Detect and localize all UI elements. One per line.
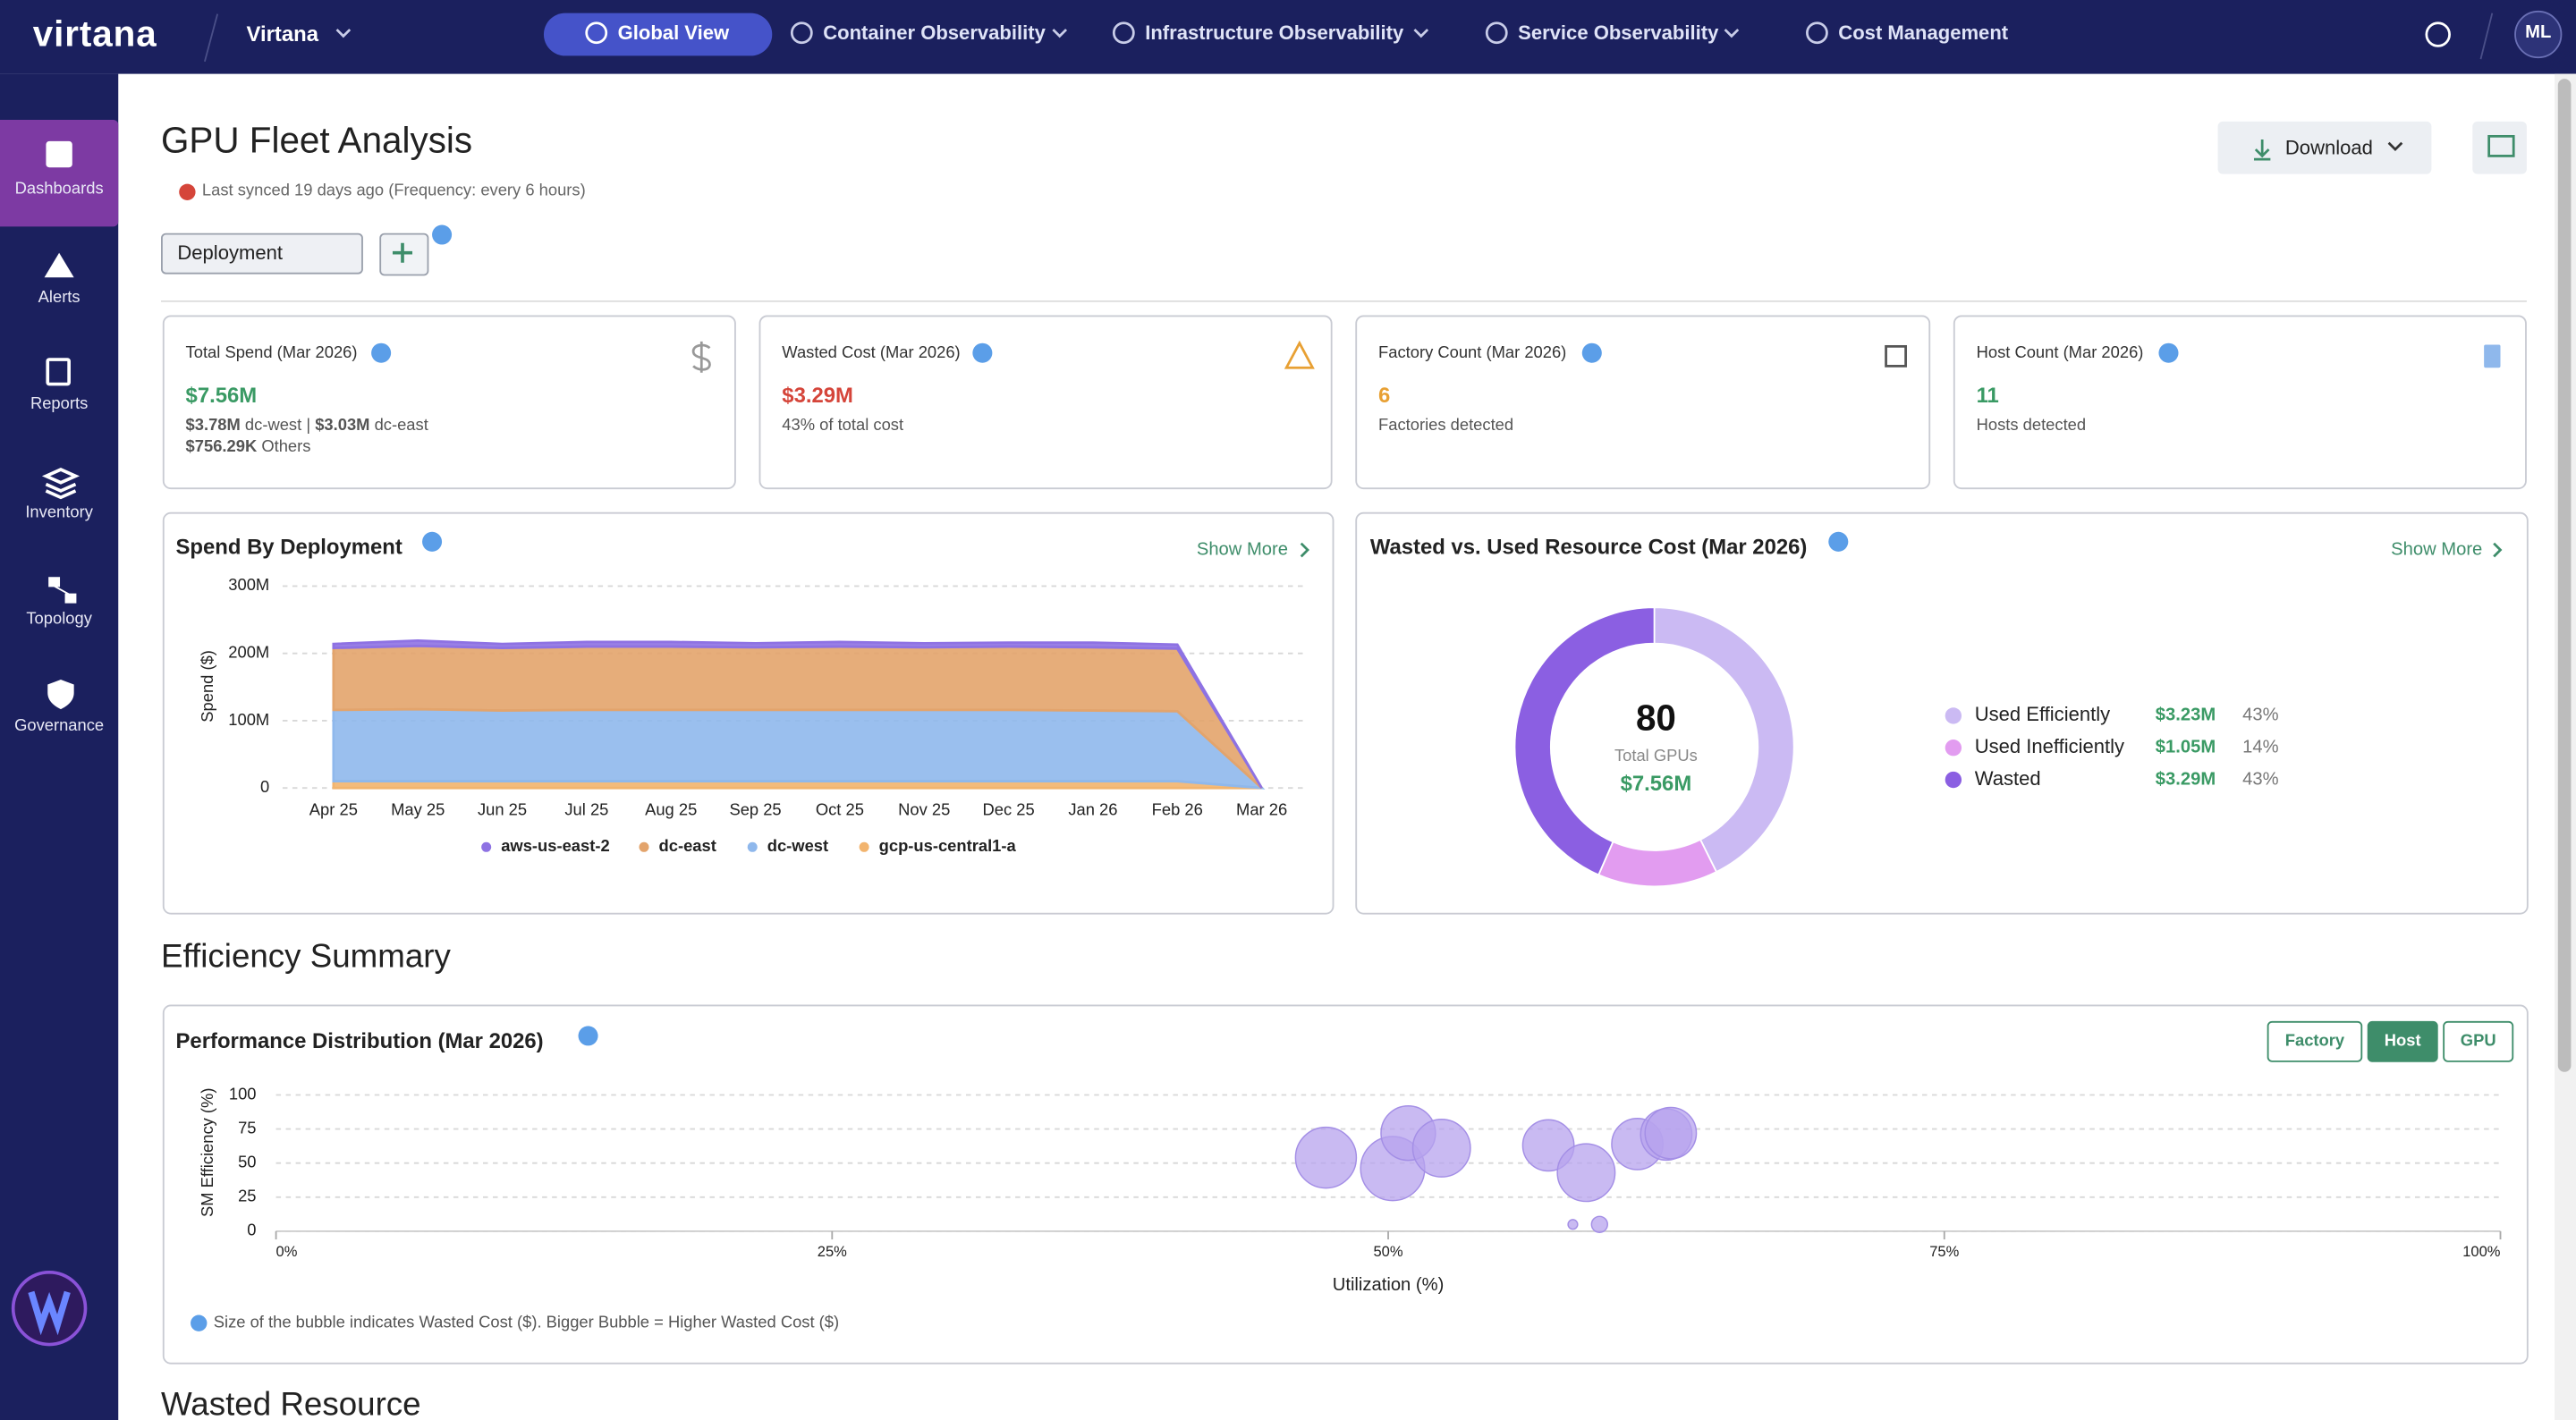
- x-axis-title: Utilization (%): [1333, 1275, 1445, 1295]
- info-icon: [579, 1026, 598, 1045]
- y-axis-title: Spend ($): [198, 650, 216, 723]
- info-icon: [422, 532, 442, 552]
- legend-swatch: [1945, 772, 1962, 788]
- x-tick-label: Oct 25: [816, 800, 864, 819]
- legend-label: Used Inefficiently: [1975, 735, 2124, 757]
- bubble-note: Size of the bubble indicates Wasted Cost…: [214, 1313, 839, 1331]
- donut-center-value: 80: [1636, 697, 1676, 739]
- bubble: [1568, 1220, 1578, 1230]
- dollar-icon: [693, 342, 709, 373]
- legend-swatch: [860, 842, 869, 852]
- x-tick-label: 0%: [276, 1243, 298, 1260]
- bubble: [1557, 1144, 1614, 1201]
- info-icon: [432, 225, 452, 245]
- legend-swatch: [481, 842, 491, 852]
- donut-slice: [1514, 607, 1654, 875]
- y-tick-label: 50: [238, 1153, 256, 1171]
- chart-title: Performance Distribution (Mar 2026): [176, 1029, 544, 1053]
- plus-icon: [393, 243, 412, 263]
- x-tick-label: 50%: [1374, 1243, 1403, 1260]
- y-tick-label: 100: [229, 1084, 257, 1103]
- legend-value: $3.23M: [2156, 706, 2216, 725]
- x-tick-label: Jul 25: [564, 800, 608, 819]
- legend-swatch: [1945, 740, 1962, 756]
- download-icon: [2254, 139, 2270, 159]
- bubble: [1645, 1108, 1696, 1159]
- donut-slice: [1598, 840, 1716, 886]
- legend-swatch: [639, 842, 648, 852]
- x-tick-label: 25%: [818, 1243, 847, 1260]
- y-tick-label: 25: [238, 1187, 256, 1205]
- legend-swatch: [1945, 707, 1962, 723]
- chevron: [2389, 143, 2402, 149]
- warning-dot: [179, 184, 195, 200]
- chart-title: Spend By Deployment: [176, 535, 402, 559]
- x-tick-label: Jun 25: [478, 800, 527, 819]
- panel-icon: [2489, 136, 2514, 156]
- legend-percent: 14%: [2242, 738, 2278, 757]
- legend-label: aws-us-east-2: [501, 836, 609, 855]
- x-tick-label: Dec 25: [982, 800, 1034, 819]
- donut-slice: [1655, 607, 1794, 872]
- info-icon: [1582, 343, 1602, 363]
- y-tick-label: 75: [238, 1118, 256, 1137]
- chip-icon: [1886, 346, 1906, 366]
- chart-title: Wasted vs. Used Resource Cost (Mar 2026): [1370, 535, 1808, 559]
- info-icon: [371, 343, 391, 363]
- x-tick-label: Aug 25: [645, 800, 697, 819]
- area: [334, 709, 1262, 788]
- legend-label: dc-west: [767, 836, 828, 855]
- y-tick-label: 0: [247, 1221, 256, 1239]
- legend-percent: 43%: [2242, 706, 2278, 725]
- x-tick-label: Apr 25: [309, 800, 358, 819]
- host-icon: [2484, 345, 2500, 368]
- y-tick-label: 200M: [228, 643, 269, 662]
- info-icon: [1828, 532, 1848, 552]
- x-tick-label: Nov 25: [898, 800, 950, 819]
- show-more[interactable]: Show More: [2391, 539, 2482, 559]
- y-axis-title: SM Efficiency (%): [198, 1088, 216, 1217]
- legend-label: Used Efficiently: [1975, 703, 2110, 725]
- legend-swatch: [748, 842, 758, 852]
- x-tick-label: May 25: [391, 800, 445, 819]
- legend-value: $3.29M: [2156, 769, 2216, 789]
- show-more[interactable]: Show More: [1197, 539, 1288, 559]
- legend-label: gcp-us-central1-a: [879, 836, 1017, 855]
- y-tick-label: 0: [260, 777, 269, 796]
- donut-center-total: $7.56M: [1621, 772, 1692, 796]
- info-icon: [2158, 343, 2178, 363]
- legend-label: dc-east: [659, 836, 716, 855]
- legend-value: $1.05M: [2156, 738, 2216, 757]
- info-icon: [972, 343, 992, 363]
- y-tick-label: 100M: [228, 710, 269, 729]
- y-tick-label: 300M: [228, 575, 269, 594]
- bubble: [1295, 1128, 1356, 1188]
- info-icon: [191, 1315, 207, 1331]
- x-tick-label: Jan 26: [1068, 800, 1117, 819]
- x-tick-label: Mar 26: [1236, 800, 1287, 819]
- bubble: [1591, 1216, 1607, 1232]
- donut-center-label: Total GPUs: [1614, 746, 1698, 765]
- x-tick-label: Feb 26: [1152, 800, 1203, 819]
- x-tick-label: 100%: [2462, 1243, 2501, 1260]
- x-tick-label: 75%: [1929, 1243, 1959, 1260]
- legend-label: Wasted: [1975, 767, 2041, 790]
- x-tick-label: Sep 25: [729, 800, 781, 819]
- legend-percent: 43%: [2242, 769, 2278, 789]
- bubble: [1412, 1120, 1470, 1177]
- alert-icon: [1286, 343, 1312, 368]
